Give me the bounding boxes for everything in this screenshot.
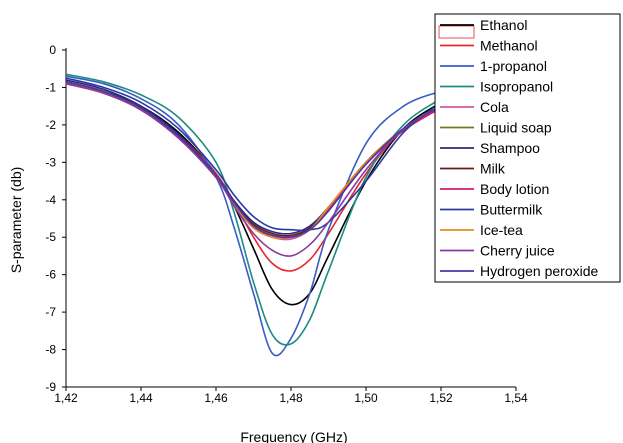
legend-label-ice-tea: Ice-tea xyxy=(480,222,523,238)
y-tick-label: -1 xyxy=(45,80,56,94)
legend-label-cola: Cola xyxy=(480,99,509,115)
series-line-ice-tea xyxy=(65,82,442,240)
series-line-hydrogen-peroxide xyxy=(65,81,442,239)
legend: Ethanol Methanol 1-propanol Isopropanol Cola… xyxy=(434,13,621,283)
y-tick-label: -5 xyxy=(45,230,56,244)
series-line-methanol xyxy=(65,82,442,272)
series-line-liquid-soap xyxy=(65,81,442,239)
legend-label-shampoo: Shampoo xyxy=(480,140,540,156)
x-tick-label: 1,48 xyxy=(279,391,303,405)
y-axis-ticks: 0 -1 -2 -3 -4 -5 -6 -7 -8 -9 xyxy=(45,43,66,394)
x-axis-ticks: 1,42 1,44 1,46 1,48 1,50 1,52 1,54 xyxy=(54,387,528,405)
x-axis-title: Frequency (GHz) xyxy=(240,429,347,443)
legend-label-liquid-soap: Liquid soap xyxy=(480,120,552,136)
series-line-isopropanol xyxy=(65,73,442,346)
x-tick-label: 1,54 xyxy=(504,391,528,405)
y-tick-label: -4 xyxy=(45,193,56,207)
series-line-cherry-juice xyxy=(65,82,442,257)
y-axis-title: S-parameter (db) xyxy=(8,167,24,274)
legend-label-1-propanol: 1-propanol xyxy=(480,58,547,74)
legend-highlight-box xyxy=(438,25,475,39)
legend-label-cherry-juice: Cherry juice xyxy=(480,243,555,259)
x-tick-label: 1,52 xyxy=(429,391,453,405)
y-tick-label: -8 xyxy=(45,343,56,357)
x-tick-label: 1,46 xyxy=(204,391,228,405)
x-tick-label: 1,50 xyxy=(354,391,378,405)
series-line-1-propanol xyxy=(65,75,442,357)
legend-label-milk: Milk xyxy=(480,161,506,177)
series-line-milk xyxy=(65,81,442,237)
series-line-body-lotion xyxy=(65,82,442,239)
series-lines xyxy=(65,73,442,357)
x-tick-label: 1,44 xyxy=(129,391,153,405)
y-tick-label: -9 xyxy=(45,380,56,394)
y-tick-label: -7 xyxy=(45,305,56,319)
legend-label-methanol: Methanol xyxy=(480,38,538,54)
y-tick-label: -2 xyxy=(45,118,56,132)
series-line-buttermilk xyxy=(65,77,442,232)
legend-label-ethanol: Ethanol xyxy=(480,17,527,33)
legend-label-isopropanol: Isopropanol xyxy=(480,79,553,95)
y-tick-label: -6 xyxy=(45,268,56,282)
legend-label-buttermilk: Buttermilk xyxy=(480,202,543,218)
legend-label-body-lotion: Body lotion xyxy=(480,181,549,197)
x-tick-label: 1,42 xyxy=(54,391,78,405)
series-line-ethanol xyxy=(65,81,442,306)
legend-label-hydrogen-peroxide: Hydrogen peroxide xyxy=(480,263,599,279)
y-tick-label: 0 xyxy=(49,43,56,57)
y-tick-label: -3 xyxy=(45,155,56,169)
